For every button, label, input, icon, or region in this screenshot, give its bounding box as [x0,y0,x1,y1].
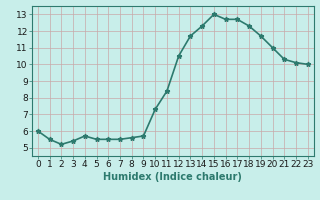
X-axis label: Humidex (Indice chaleur): Humidex (Indice chaleur) [103,172,242,182]
